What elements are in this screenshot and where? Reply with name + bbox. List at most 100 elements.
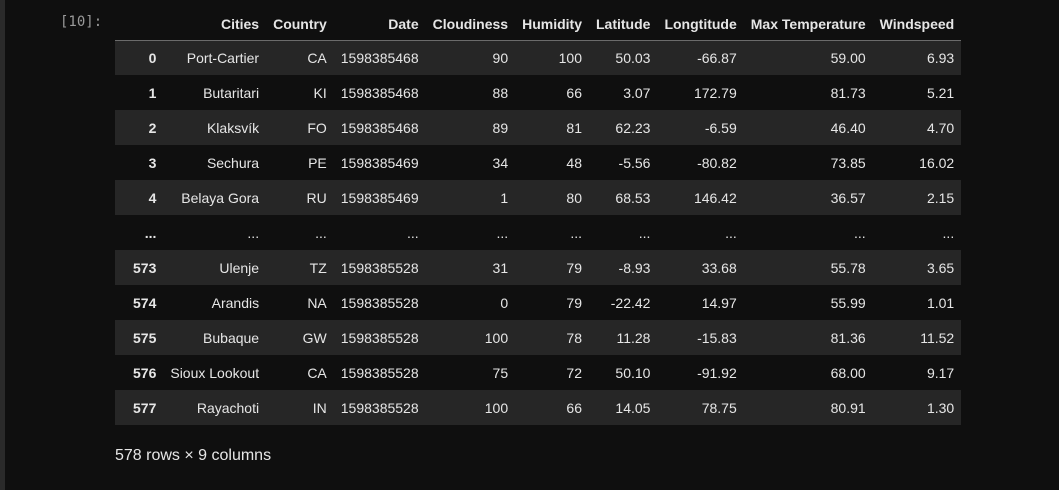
table-row: 576 Sioux Lookout CA 1598385528 75 72 50.10 -91… <box>115 355 962 390</box>
index-column-header <box>115 8 164 41</box>
row-index: 573 <box>133 259 157 276</box>
column-header: Max Temperature <box>743 8 873 41</box>
table-cell: 14.97 <box>701 294 737 311</box>
column-header: Date <box>333 8 426 41</box>
table-cell: Sioux Lookout <box>170 364 260 381</box>
table-cell: 100 <box>558 49 582 66</box>
table-cell: 81.36 <box>830 329 866 346</box>
table-header: Cities Country Date Cloudiness Humidity Latit… <box>115 8 962 41</box>
table-cell: Rayachoti <box>196 399 260 416</box>
table-cell: 50.03 <box>615 49 651 66</box>
column-header: Humidity <box>515 8 589 41</box>
table-cell: -8.93 <box>618 259 651 276</box>
table-cell: 146.42 <box>693 189 737 206</box>
table-row: 575 Bubaque GW 1598385528 100 78 11.28 -15.83 81… <box>115 320 962 355</box>
table-cell: ... <box>570 224 582 241</box>
table-row: .............................. <box>115 215 962 250</box>
dataframe-shape-summary: 578 rows × 9 columns <box>115 447 272 464</box>
table-cell: ... <box>942 224 955 241</box>
table-cell: 1598385528 <box>340 329 419 346</box>
table-cell: 36.57 <box>830 189 866 206</box>
column-header: Latitude <box>589 8 658 41</box>
dataframe-table: Cities Country Date Cloudiness Humidity Latit… <box>115 8 962 425</box>
table-cell: 11.28 <box>616 329 651 346</box>
table-cell: 9.17 <box>926 364 955 381</box>
table-cell: 50.10 <box>615 364 651 381</box>
table-cell: 11.52 <box>920 329 955 346</box>
execution-count-prompt: [10]: <box>60 14 103 30</box>
table-cell: 73.85 <box>830 154 866 171</box>
table-cell: 34 <box>492 154 509 171</box>
header-row: Cities Country Date Cloudiness Humidity Latit… <box>115 8 962 41</box>
table-cell: 1.30 <box>926 399 955 416</box>
table-cell: 1598385528 <box>340 399 419 416</box>
table-row: 577 Rayachoti IN 1598385528 100 66 14.05 78.75 8… <box>115 390 962 425</box>
table-cell: -80.82 <box>697 154 737 171</box>
table-cell: 1 <box>500 189 509 206</box>
table-cell: 3.65 <box>926 259 955 276</box>
table-row: 4 Belaya Gora RU 1598385469 1 80 68.53 146.42 36… <box>115 180 962 215</box>
table-cell: 48 <box>566 154 582 171</box>
table-cell: ... <box>638 224 651 241</box>
table-cell: -5.56 <box>618 154 651 171</box>
table-cell: 90 <box>492 49 509 66</box>
table-cell: 1598385528 <box>340 259 419 276</box>
table-cell: -22.42 <box>610 294 651 311</box>
table-row: 574 Arandis NA 1598385528 0 79 -22.42 14.97 55.9… <box>115 285 962 320</box>
row-index: 4 <box>148 189 157 206</box>
table-cell: FO <box>307 119 327 136</box>
table-cell: 80 <box>566 189 582 206</box>
table-cell: 1598385468 <box>340 119 419 136</box>
table-cell: Port-Cartier <box>186 49 260 66</box>
table-cell: ... <box>854 224 866 241</box>
table-cell: 3.07 <box>623 84 651 101</box>
table-cell: ... <box>406 224 419 241</box>
table-cell: Arandis <box>211 294 260 311</box>
table-cell: IN <box>312 399 327 416</box>
table-cell: CA <box>307 49 327 66</box>
table-row: 0 Port-Cartier CA 1598385468 90 100 50.03 -66.8… <box>115 40 962 75</box>
row-index: 575 <box>133 329 157 346</box>
row-index: 576 <box>133 364 157 381</box>
dataframe-output: Cities Country Date Cloudiness Humidity Latit… <box>115 8 962 425</box>
column-header: Country <box>266 8 334 41</box>
table-cell: 59.00 <box>830 49 866 66</box>
table-cell: 55.99 <box>830 294 866 311</box>
table-cell: RU <box>306 189 327 206</box>
table-cell: -15.83 <box>697 329 737 346</box>
table-row: 2 Klaksvík FO 1598385468 89 81 62.23 -6.59 46.40… <box>115 110 962 145</box>
table-cell: 66 <box>566 399 582 416</box>
row-index: 2 <box>148 119 157 136</box>
table-cell: 81.73 <box>830 84 866 101</box>
table-cell: 55.78 <box>830 259 866 276</box>
table-cell: NA <box>307 294 327 311</box>
table-cell: 78 <box>566 329 582 346</box>
table-cell: 1598385468 <box>340 49 419 66</box>
table-cell: 72 <box>566 364 582 381</box>
table-cell: 80.91 <box>830 399 866 416</box>
column-header: Cloudiness <box>425 8 516 41</box>
table-cell: Bubaque <box>203 329 260 346</box>
table-cell: 172.79 <box>693 84 737 101</box>
row-index: 1 <box>148 84 157 101</box>
table-cell: Belaya Gora <box>181 189 260 206</box>
table-cell: 89 <box>492 119 509 136</box>
table-cell: 16.02 <box>919 154 955 171</box>
table-cell: 6.93 <box>926 49 955 66</box>
table-cell: 14.05 <box>615 399 651 416</box>
table-cell: 1598385469 <box>340 189 419 206</box>
table-cell: 31 <box>492 259 509 276</box>
table-cell: ... <box>247 224 260 241</box>
table-cell: 79 <box>566 259 582 276</box>
table-cell: 78.75 <box>701 399 737 416</box>
table-cell: Klaksvík <box>206 119 260 136</box>
column-header: Cities <box>163 8 267 41</box>
table-cell: 100 <box>484 399 509 416</box>
table-cell: 1.01 <box>926 294 955 311</box>
table-cell: -91.92 <box>697 364 737 381</box>
table-cell: 68.53 <box>615 189 651 206</box>
table-cell: ... <box>496 224 509 241</box>
table-row: 3 Sechura PE 1598385469 34 48 -5.56 -80.82 73.85… <box>115 145 962 180</box>
table-cell: 4.70 <box>926 119 955 136</box>
table-cell: 81 <box>566 119 582 136</box>
